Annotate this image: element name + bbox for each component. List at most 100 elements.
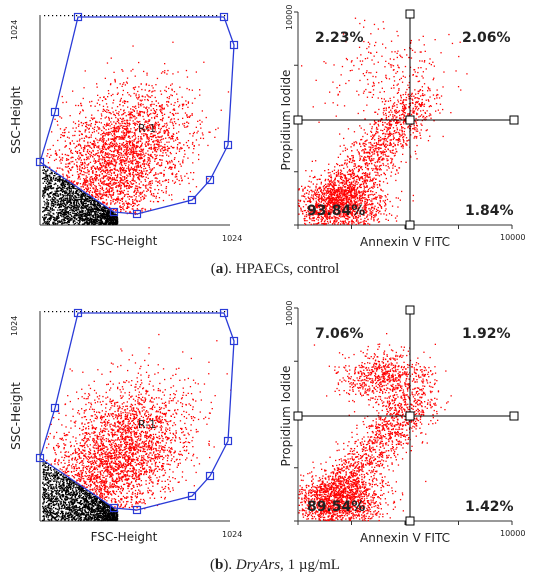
event-dot bbox=[429, 96, 431, 98]
event-dot bbox=[120, 186, 122, 188]
event-dot bbox=[87, 187, 89, 189]
event-dot bbox=[163, 125, 165, 127]
event-dot bbox=[148, 140, 150, 142]
event-dot bbox=[59, 214, 62, 216]
event-dot bbox=[129, 158, 131, 160]
event-dot bbox=[184, 175, 186, 177]
event-dot bbox=[61, 180, 64, 182]
event-dot bbox=[151, 136, 154, 138]
event-dot bbox=[115, 209, 117, 211]
event-dot bbox=[336, 203, 339, 205]
event-dot bbox=[134, 86, 137, 88]
event-dot bbox=[395, 179, 397, 182]
event-dot bbox=[138, 106, 140, 108]
event-dot bbox=[128, 167, 130, 169]
event-dot bbox=[101, 221, 104, 223]
event-dot bbox=[152, 125, 154, 128]
event-dot bbox=[157, 173, 159, 175]
event-dot bbox=[180, 175, 182, 177]
event-dot bbox=[76, 166, 79, 168]
event-dot bbox=[166, 124, 168, 126]
event-dot bbox=[192, 133, 195, 135]
event-dot bbox=[104, 153, 106, 155]
event-dot bbox=[57, 217, 59, 219]
event-dot bbox=[98, 209, 100, 211]
event-dot bbox=[105, 218, 107, 220]
event-dot bbox=[189, 190, 191, 193]
top-saturation bbox=[124, 15, 126, 17]
event-dot bbox=[334, 184, 336, 186]
event-dot bbox=[79, 216, 82, 218]
event-dot bbox=[104, 208, 106, 210]
event-dot bbox=[191, 114, 193, 116]
event-dot bbox=[114, 138, 117, 140]
event-dot bbox=[173, 140, 175, 142]
event-dot bbox=[110, 117, 113, 119]
event-dot bbox=[90, 212, 92, 214]
event-dot bbox=[345, 197, 347, 199]
event-dot bbox=[130, 168, 132, 170]
event-dot bbox=[89, 154, 91, 156]
event-dot bbox=[118, 155, 120, 158]
event-dot bbox=[65, 198, 67, 200]
event-dot bbox=[397, 111, 399, 114]
event-dot bbox=[333, 221, 335, 223]
event-dot bbox=[57, 215, 60, 217]
event-dot bbox=[101, 139, 103, 141]
event-dot bbox=[116, 221, 118, 223]
event-dot bbox=[119, 99, 122, 101]
top-saturation bbox=[204, 15, 206, 17]
event-dot bbox=[50, 203, 52, 205]
event-dot bbox=[139, 146, 142, 148]
event-dot bbox=[83, 150, 85, 152]
event-dot bbox=[88, 193, 90, 195]
event-dot bbox=[97, 211, 99, 213]
event-dot bbox=[110, 138, 112, 140]
event-dot bbox=[410, 125, 412, 127]
event-dot bbox=[161, 112, 163, 114]
top-saturation bbox=[184, 15, 186, 17]
event-dot bbox=[164, 132, 166, 134]
event-dot bbox=[342, 214, 344, 216]
event-dot bbox=[105, 98, 107, 100]
event-dot bbox=[93, 146, 95, 149]
event-dot bbox=[88, 218, 90, 220]
event-dot bbox=[99, 167, 101, 169]
event-dot bbox=[374, 134, 376, 136]
event-dot bbox=[114, 155, 116, 157]
event-dot bbox=[58, 187, 60, 189]
event-dot bbox=[127, 106, 129, 108]
event-dot bbox=[147, 188, 149, 190]
event-dot bbox=[188, 89, 190, 91]
event-dot bbox=[152, 90, 154, 92]
event-dot bbox=[61, 95, 63, 98]
event-dot bbox=[374, 139, 376, 141]
event-dot bbox=[329, 208, 331, 210]
event-dot bbox=[119, 167, 121, 170]
event-dot bbox=[136, 200, 138, 202]
event-dot bbox=[128, 169, 130, 172]
event-dot bbox=[90, 210, 92, 212]
event-dot bbox=[81, 219, 83, 221]
event-dot bbox=[125, 134, 127, 137]
event-dot bbox=[143, 159, 145, 161]
event-dot bbox=[82, 217, 84, 220]
event-dot bbox=[172, 124, 175, 127]
event-dot bbox=[60, 198, 63, 200]
event-dot bbox=[117, 119, 119, 121]
event-dot bbox=[62, 202, 64, 205]
event-dot bbox=[126, 131, 128, 133]
event-dot bbox=[84, 210, 86, 212]
event-dot bbox=[161, 104, 163, 106]
event-dot bbox=[80, 217, 82, 219]
event-dot bbox=[146, 114, 149, 116]
event-dot bbox=[101, 167, 103, 169]
event-dot bbox=[114, 165, 117, 167]
event-dot bbox=[121, 197, 124, 200]
event-dot bbox=[135, 107, 137, 110]
event-dot bbox=[113, 218, 115, 220]
event-dot bbox=[107, 216, 109, 218]
event-dot bbox=[304, 215, 306, 217]
event-dot bbox=[81, 167, 83, 169]
event-dot bbox=[48, 209, 50, 212]
